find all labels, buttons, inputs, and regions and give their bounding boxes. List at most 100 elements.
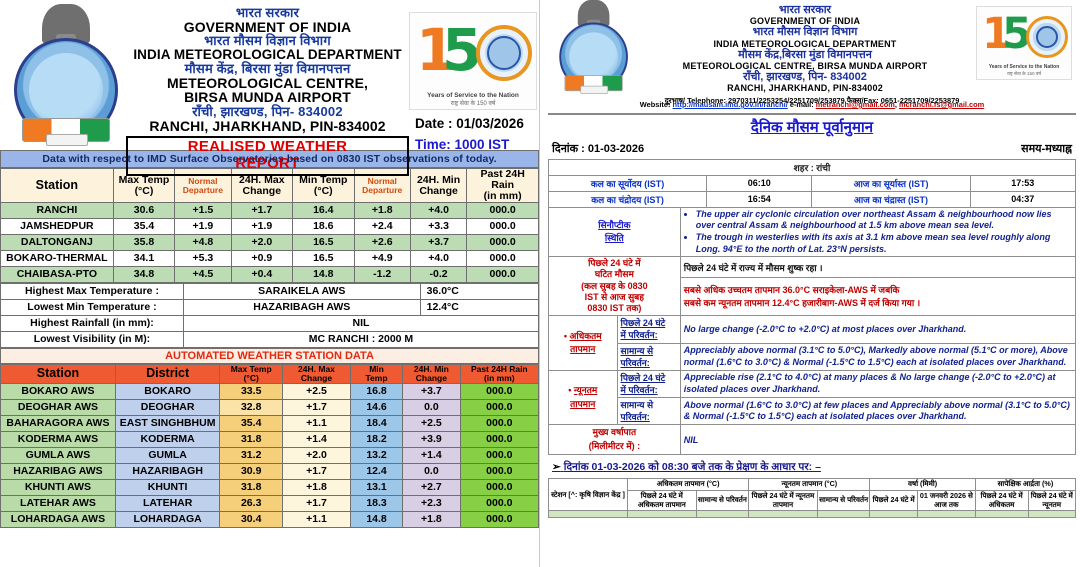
cell-station: RANCHI xyxy=(0,202,114,220)
aws-table-header-row: Station District Max Temp (°C) 24H. Max Ch… xyxy=(0,364,539,384)
realised-weather-report-document: भारत सरकार GOVERNMENT OF INDIA भारत मौसम… xyxy=(0,0,540,567)
cell-max: 35.4 xyxy=(219,414,284,432)
forecast-time: समय-मध्याह्न xyxy=(1021,142,1072,155)
cell-min: 18.2 xyxy=(349,430,404,448)
col-aws-district: District xyxy=(114,364,221,384)
cell-rain: 000.0 xyxy=(459,510,539,528)
col-max-normal-departure: Normal Departure xyxy=(174,167,232,204)
centre-english-1: METEOROLOGICAL CENTRE, xyxy=(166,74,369,91)
centre-english-2: BIRSA MUNDA AIRPORT xyxy=(184,89,351,106)
rainfall-label: मुख्य वर्षापात (मिलीमीटर में) : xyxy=(548,424,681,456)
param-label-min-temp: • न्यूनतम तापमान xyxy=(548,369,618,426)
website-link[interactable]: http://mausam.imd.gov.in/ranchi/ xyxy=(672,99,788,109)
obs-col-max-24h: पिछले 24 घंटे में अधिकतम तापमान xyxy=(627,490,697,512)
cell-min: 14.8 xyxy=(349,510,404,528)
moonrise-label: कल का चंद्रोदय (IST) xyxy=(547,190,708,208)
col-aws-max-temp: Max Temp (°C) xyxy=(219,364,284,384)
cell-min: 13.1 xyxy=(349,478,404,496)
address-english: RANCHI, JHARKHAND, PIN-834002 xyxy=(149,117,386,134)
cell-max: 31.2 xyxy=(219,446,284,464)
table-row: BAHARAGORA AWS EAST SINGHBHUM 35.4 +1.1 … xyxy=(0,414,539,432)
observation-table: स्टेशन [^: कृषि विज्ञान केंद्र ] अधिकतम … xyxy=(547,478,1077,519)
synoptic-row: सिनौप्टीक स्थिति The upper air cyclonic … xyxy=(548,206,1077,258)
past24-extremes-row: सबसे अधिक उच्चतम तापमान 36.0°C सराइकेला-… xyxy=(549,277,1077,317)
col-past-24h-rain: Past 24H Rain (in mm) xyxy=(466,167,539,204)
cell-max: 30.9 xyxy=(219,462,284,480)
cell-maxdep: +4.8 xyxy=(174,234,232,252)
cell-rain: 000.0 xyxy=(466,266,539,284)
extreme-label: Lowest Visibility (in M): xyxy=(0,331,184,349)
cell-rain: 000.0 xyxy=(459,382,539,400)
table-row: HAZARIBAG AWS HAZARIBAGH 30.9 +1.7 12.4 … xyxy=(0,462,539,480)
daily-weather-forecast-document: भारत सरकार GOVERNMENT OF INDIA भारत मौसम… xyxy=(540,0,1080,567)
extreme-label: Lowest Min Temperature : xyxy=(0,299,184,317)
gov-hindi: भारत सरकार xyxy=(235,5,300,20)
col-aws-past-24h-rain: Past 24H Rain (in mm) xyxy=(459,364,539,384)
cell-station: BOKARO-THERMAL xyxy=(0,250,114,268)
cell-max: 31.8 xyxy=(219,478,284,496)
cell-maxdep: +1.9 xyxy=(174,218,232,236)
cell-maxch: +1.7 xyxy=(282,398,351,416)
past24-highest-line: सबसे अधिक उच्चतम तापमान 36.0°C सराइकेला-… xyxy=(683,284,900,295)
cell-rain: 000.0 xyxy=(459,430,539,448)
extreme-value: MC RANCHI : 2000 M xyxy=(182,331,539,349)
cell-minch: +1.8 xyxy=(402,510,461,528)
extreme-value: SARAIKELA AWS xyxy=(182,283,421,301)
cell-max: 26.3 xyxy=(219,494,284,512)
dept-hindi: भारत मौसम विज्ञान विभाग xyxy=(204,33,331,49)
cell-rain: 000.0 xyxy=(466,218,539,236)
extreme-number: 12.4°C xyxy=(419,299,539,317)
cell-rain: 000.0 xyxy=(459,478,539,496)
website-label: Website: xyxy=(639,99,671,109)
extremes-table: Highest Max Temperature : SARAIKELA AWS … xyxy=(0,283,539,349)
cell-maxdep: +5.3 xyxy=(174,250,232,268)
col-aws-24h-max-change: 24H. Max Change xyxy=(282,364,351,384)
cell-station: JAMSHEDPUR xyxy=(0,218,114,236)
cell-min: 16.8 xyxy=(349,382,404,400)
table-row: LATEHAR AWS LATEHAR 26.3 +1.7 18.3 +2.3 … xyxy=(0,494,539,512)
cell-min: 16.5 xyxy=(292,234,355,252)
email-link-2[interactable]: mcranchi.fs@gmail.com xyxy=(898,99,985,109)
cell-rain: 000.0 xyxy=(459,398,539,416)
past24-dry-text: पिछले 24 घंटे में राज्य में मौसम शुष्क र… xyxy=(679,256,1077,279)
logo-years-hindi-label: राष्ट्र सेवा के 150 वर्ष xyxy=(450,101,496,107)
col-24h-min-change: 24H. Min Change xyxy=(409,167,468,204)
cell-maxch: +1.1 xyxy=(282,414,351,432)
cell-max: 30.6 xyxy=(112,202,176,220)
cell-minch: +3.3 xyxy=(409,218,468,236)
cell-max: 31.8 xyxy=(219,430,284,448)
centre-english: METEOROLOGICAL CENTRE, BIRSA MUNDA AIRPO… xyxy=(682,61,928,72)
astro-row-sunrise: कल का सूर्योदय (IST) 06:10 आज का सूर्यास… xyxy=(547,174,1077,192)
forecast-main-table: सिनौप्टीक स्थिति The upper air cyclonic … xyxy=(548,206,1077,456)
logo-years-hindi-label: राष्ट्र सेवा के 150 वर्ष xyxy=(1006,71,1042,76)
table-row: JAMSHEDPUR 35.4 +1.9 +1.9 18.6 +2.4 +3.3… xyxy=(0,218,539,236)
cell-minch: -0.2 xyxy=(409,266,468,284)
surface-table-header-row: Station Max Temp (°C) Normal Departure 24H… xyxy=(0,167,539,204)
right-header-titles: भारत सरकार GOVERNMENT OF INDIA भारत मौसम… xyxy=(634,2,976,94)
cell-min: 18.6 xyxy=(292,218,355,236)
col-max-temp: Max Temp (°C) xyxy=(112,167,176,204)
forecast-date: दिनांक : 01-03-2026 xyxy=(552,142,645,155)
cell-station: HAZARIBAG AWS xyxy=(0,462,116,480)
email-link-1[interactable]: metranchi@gmail.com xyxy=(815,99,895,109)
cell-maxch: +1.1 xyxy=(282,510,351,528)
synoptic-bullet: The trough in westerlies with its axis a… xyxy=(696,232,1072,255)
past24-label: पिछले 24 घंटे में घटित मौसम (कल सुबह के … xyxy=(548,256,681,317)
cell-district: KHUNTI xyxy=(114,478,221,496)
cell-rain: 000.0 xyxy=(466,202,539,220)
cell-station: BOKARO AWS xyxy=(0,382,116,400)
contact-web-line: Website: http://mausam.imd.gov.in/ranchi… xyxy=(639,99,985,109)
cell-station: KODERMA AWS xyxy=(0,430,116,448)
cell-max: 34.1 xyxy=(112,250,176,268)
report-date: Date : 01/03/2026 xyxy=(415,116,524,131)
cell-district: GUMLA xyxy=(114,446,221,464)
param-label-max-temp: • अधिकतम तापमान xyxy=(548,315,618,371)
cell-rain: 000.0 xyxy=(459,446,539,464)
dept-english: INDIA METEOROLOGICAL DEPARTMENT xyxy=(713,38,897,49)
obs-col-rain-cumulative: 01 जनवरी 2026 से आज तक xyxy=(916,490,976,512)
sunset-value: 17:53 xyxy=(969,174,1077,192)
table-row: LOHARDAGA AWS LOHARDAGA 30.4 +1.1 14.8 +… xyxy=(0,510,539,528)
forecast-text-min-normal: Above normal (1.6°C to 3.0°C) at few pla… xyxy=(679,397,1077,426)
cell-district: DEOGHAR xyxy=(114,398,221,416)
